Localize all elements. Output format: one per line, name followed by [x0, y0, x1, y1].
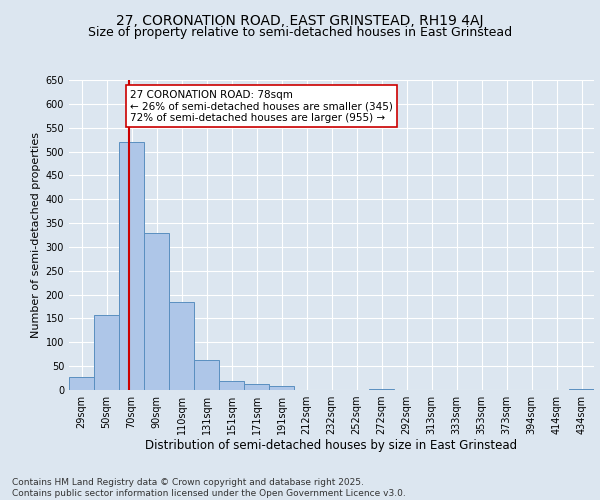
Bar — [269, 386, 294, 390]
Bar — [569, 389, 594, 390]
Bar — [144, 232, 169, 390]
Bar — [94, 314, 119, 390]
Y-axis label: Number of semi-detached properties: Number of semi-detached properties — [31, 132, 41, 338]
Text: 27, CORONATION ROAD, EAST GRINSTEAD, RH19 4AJ: 27, CORONATION ROAD, EAST GRINSTEAD, RH1… — [116, 14, 484, 28]
Bar — [69, 376, 94, 390]
Text: 27 CORONATION ROAD: 78sqm
← 26% of semi-detached houses are smaller (345)
72% of: 27 CORONATION ROAD: 78sqm ← 26% of semi-… — [130, 90, 393, 122]
Bar — [169, 302, 194, 390]
Bar — [119, 142, 144, 390]
Bar — [219, 382, 244, 390]
Text: Contains HM Land Registry data © Crown copyright and database right 2025.
Contai: Contains HM Land Registry data © Crown c… — [12, 478, 406, 498]
Bar — [369, 389, 394, 390]
Bar — [244, 384, 269, 390]
Bar — [194, 360, 219, 390]
X-axis label: Distribution of semi-detached houses by size in East Grinstead: Distribution of semi-detached houses by … — [145, 438, 518, 452]
Text: Size of property relative to semi-detached houses in East Grinstead: Size of property relative to semi-detach… — [88, 26, 512, 39]
